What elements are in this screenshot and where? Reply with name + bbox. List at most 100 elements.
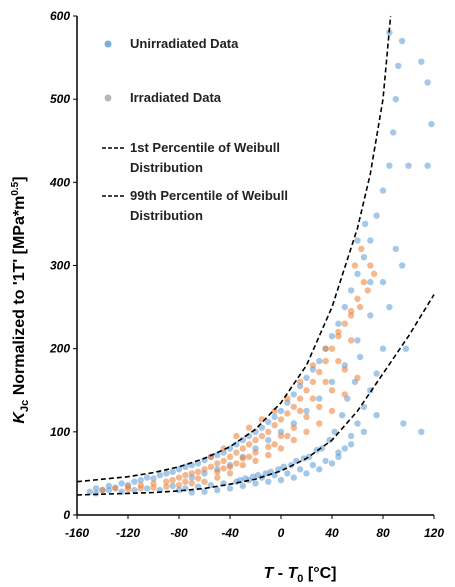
irradiated-point-26 [296,395,304,402]
unirradiated-point-29 [271,413,278,421]
unirradiated-point-141 [267,468,274,475]
unirradiated-point-42 [354,270,361,277]
irradiated-point-60 [322,345,329,352]
irradiated-point-47 [316,420,323,427]
unirradiated-point-97 [354,337,361,344]
unirradiated-point-144 [249,473,257,480]
x-tick-label-80: 80 [376,526,390,540]
irradiated-point-12 [207,463,215,470]
y-tick-label-300: 300 [50,259,70,273]
irradiated-point-69 [277,432,285,440]
irradiated-point-68 [124,486,132,493]
unirradiated-point-131 [331,428,338,435]
unirradiated-point-77 [252,480,259,487]
unirradiated-point-140 [275,466,282,473]
unirradiated-point-90 [265,436,272,444]
unirradiated-point-99 [379,278,387,286]
x-tick-label-120: 120 [424,526,444,540]
unirradiated-point-122 [105,486,113,494]
unirradiated-point-55 [428,120,435,128]
irradiated-point-75 [252,449,259,456]
y-axis-label: KJc Normalized to '1T' [MPa*m0.5] [10,176,31,423]
unirradiated-point-61 [418,428,425,435]
unirradiated-point-10 [150,475,157,482]
unirradiated-point-101 [373,412,380,419]
legend-marker-0 [104,40,112,48]
irradiated-point-8 [182,471,189,479]
x-axis-minus: - [273,565,287,582]
irradiated-point-56 [271,407,278,415]
y-tick-label-400: 400 [49,175,70,189]
irradiated-point-33 [341,320,348,327]
x-tick-label-0: 0 [278,526,285,540]
unirradiated-point-145 [242,475,249,482]
unirradiated-point-11 [156,471,164,479]
irradiated-point-85 [364,287,371,294]
y-tick-label-200: 200 [49,342,70,356]
irradiated-point-49 [341,391,348,398]
unirradiated-point-73 [303,470,310,477]
unirradiated-point-7 [131,478,138,485]
irradiated-point-82 [335,357,342,365]
unirradiated-point-120 [131,486,138,494]
unirradiated-point-59 [402,345,410,352]
irradiated-point-30 [322,357,329,365]
unirradiated-point-53 [418,58,425,65]
irradiated-point-96 [182,478,189,485]
unirradiated-point-103 [347,441,355,448]
irradiated-point-40 [226,470,234,477]
points-layer [86,29,435,497]
unirradiated-point-34 [303,374,310,381]
irradiated-point-95 [194,475,202,482]
legend-label-3: 99th Percentile of Weibull Distribution [130,188,288,223]
y-axis-sub: Jc [19,400,31,412]
unirradiated-point-8 [137,476,144,484]
legend-label-0: Unirradiated Data [130,36,239,51]
irradiated-point-65 [163,483,170,490]
irradiated-point-89 [271,441,278,448]
x-tick-label--40: -40 [221,526,239,540]
unirradiated-point-56 [424,162,431,169]
unirradiated-point-133 [318,445,325,452]
irradiated-point-10 [194,468,202,475]
unirradiated-point-105 [322,457,329,465]
irradiated-point-64 [175,481,183,489]
irradiated-point-76 [239,455,246,462]
irradiated-point-93 [233,460,240,467]
x-axis-sub: 0 [297,573,303,585]
irradiated-point-90 [284,432,291,440]
irradiated-point-0 [99,486,106,494]
unirradiated-point-104 [335,449,342,456]
irradiated-point-52 [220,445,227,452]
unirradiated-point-125 [362,220,369,228]
irradiated-point-35 [354,295,361,302]
irradiated-point-59 [309,362,317,369]
unirradiated-point-107 [296,466,304,473]
unirradiated-point-13 [169,468,176,475]
unirradiated-point-1 [92,485,100,492]
x-axis-var: T [264,565,275,582]
irradiated-point-18 [245,441,253,448]
unirradiated-point-14 [175,466,183,473]
unirradiated-point-72 [316,466,323,473]
irradiated-point-80 [309,395,317,402]
irradiated-point-22 [271,422,278,429]
unirradiated-point-100 [392,245,399,253]
unirradiated-point-20 [214,451,221,459]
irradiated-point-15 [226,453,234,460]
unirradiated-point-45 [373,212,380,219]
unirradiated-point-48 [390,129,397,136]
unirradiated-point-46 [379,187,387,194]
unirradiated-point-98 [367,312,374,319]
irradiated-point-37 [367,262,374,269]
irradiated-point-21 [265,428,272,435]
irradiated-point-38 [201,478,208,485]
unirradiated-point-126 [367,278,374,286]
irradiated-point-14 [220,457,227,465]
unirradiated-point-36 [316,357,323,365]
unirradiated-point-93 [303,407,310,415]
irradiated-point-67 [137,485,144,492]
unirradiated-point-58 [398,262,406,269]
ninety-ninth-percentile-curve [76,15,392,483]
